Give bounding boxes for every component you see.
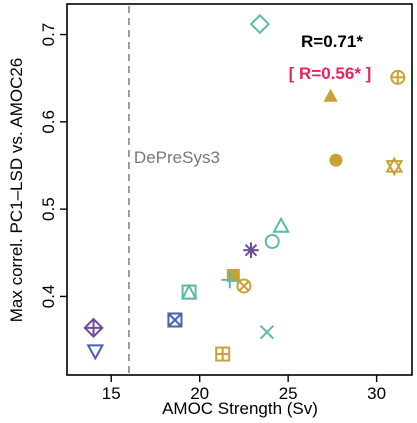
- y-axis: 0.4 0.5 0.6 0.7: [39, 23, 67, 309]
- y-tick-label: 0.7: [39, 23, 58, 47]
- data-point-circle-x: [236, 278, 252, 294]
- data-point-square-plus: [215, 346, 231, 362]
- data-point-asterisk: [243, 242, 259, 258]
- data-point-triangle-filled: [323, 88, 338, 102]
- data-point-circle-plus: [390, 69, 406, 85]
- r-other-annotation: [ R=0.56* ]: [289, 64, 372, 83]
- x-axis: 15 20 25 30: [102, 375, 386, 403]
- y-axis-label: Max correl. PC1–LSD vs. AMOC26: [7, 58, 26, 323]
- y-tick-label: 0.6: [39, 110, 58, 134]
- x-axis-label: AMOC Strength (Sv): [162, 399, 318, 418]
- data-point-square-x: [167, 312, 183, 328]
- data-point-diamond: [249, 13, 271, 35]
- data-point-circle-filled: [329, 153, 343, 167]
- depresys3-label: DePreSys3: [134, 148, 220, 167]
- x-tick-label: 15: [102, 384, 121, 403]
- data-point-circle: [264, 233, 280, 249]
- data-point-plus: [221, 271, 239, 289]
- data-point-hourglass: [385, 156, 404, 177]
- data-point-cross: [259, 325, 275, 340]
- x-tick-label: 30: [367, 384, 386, 403]
- data-point-triangle-down: [86, 344, 105, 361]
- data-point-square-triangle: [180, 283, 198, 300]
- plot-frame: [66, 3, 413, 376]
- data-point-diamond-plus: [83, 317, 104, 339]
- r-all-annotation: R=0.71*: [301, 32, 363, 51]
- y-tick-label: 0.5: [39, 197, 58, 221]
- data-points: [83, 13, 406, 362]
- data-point-triangle: [272, 216, 290, 233]
- x-tick-label: 25: [279, 384, 298, 403]
- x-tick-label: 20: [190, 384, 209, 403]
- y-tick-label: 0.4: [39, 285, 58, 309]
